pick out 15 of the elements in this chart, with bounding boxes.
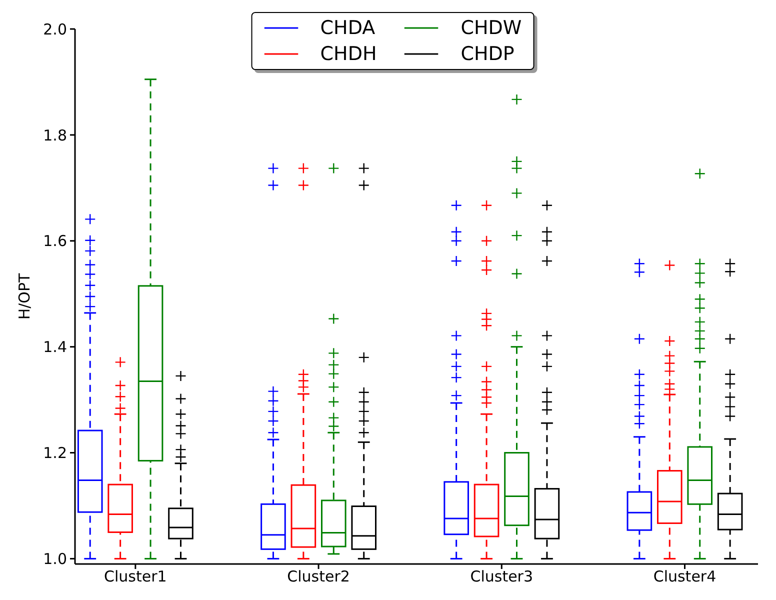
x-tick-label: Cluster3 [470, 568, 534, 586]
y-tick-label: 1.2 [43, 444, 67, 462]
y-axis-title: H/OPT [15, 272, 34, 320]
y-tick-label: 2.0 [43, 20, 67, 38]
x-tick-label: Cluster4 [653, 568, 716, 586]
x-tick-label: Cluster1 [104, 568, 167, 586]
legend-label: CHDH [320, 43, 377, 65]
y-tick-label: 1.4 [43, 338, 67, 356]
x-tick-label: Cluster2 [287, 568, 350, 586]
y-tick-label: 1.0 [43, 550, 67, 568]
y-tick-label: 1.6 [43, 232, 67, 250]
legend-label: CHDW [460, 17, 522, 39]
legend-label: CHDP [460, 43, 514, 65]
y-tick-label: 1.8 [43, 126, 67, 144]
legend-label: CHDA [320, 17, 376, 39]
